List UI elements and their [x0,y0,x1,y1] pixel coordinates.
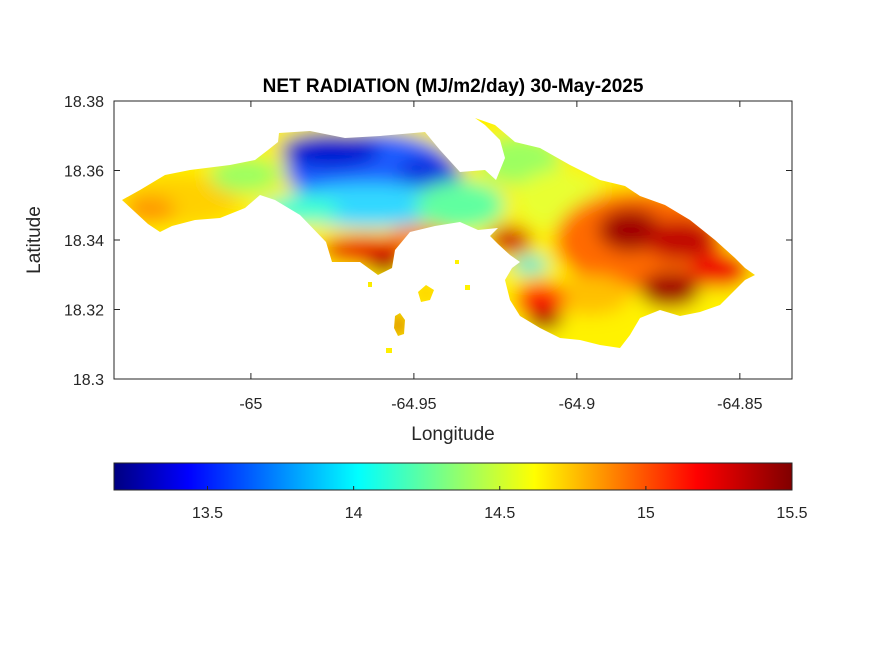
x-tick-label: -64.95 [391,396,436,413]
heat-east-south [640,272,700,308]
colorbar-tick-label: 14 [345,505,363,522]
heat-se-dark [527,310,563,330]
colorbar-ticks: 13.5 14 14.5 15 15.5 [192,486,808,522]
heat-west-green [210,157,280,193]
colorbar-tick-label: 15 [637,505,655,522]
colorbar-tick-label: 13.5 [192,505,223,522]
x-axis-label: Longitude [411,424,494,445]
colorbar-tick-label: 14.5 [484,505,515,522]
heat-mid-cyan [512,255,548,275]
heat-central-green [415,180,505,230]
x-tick-label: -64.9 [559,396,596,413]
y-tick-label: 18.36 [64,164,104,181]
y-tick-label: 18.3 [73,372,104,389]
heat-se-yellow [550,275,630,315]
heat-east-tip [690,252,750,288]
heat-north-deep [280,132,380,168]
chart-title: NET RADIATION (MJ/m2/day) 30-May-2025 [263,76,644,97]
heat-se-red [515,282,565,318]
x-tick-label: -65 [239,396,262,413]
y-tick-label: 18.34 [64,233,104,250]
colorbar [113,462,793,491]
x-tick-label: -64.85 [717,396,762,413]
y-tick-label: 18.38 [64,94,104,111]
colorbar-tick-label: 15.5 [776,505,807,522]
y-axis-label: Latitude [24,206,45,274]
y-tick-label: 18.32 [64,303,104,320]
heat-east-ridge2 [645,220,715,260]
axes: -65 -64.95 -64.9 -64.85 18.3 18.32 18.34 18.36 1… [64,94,792,413]
